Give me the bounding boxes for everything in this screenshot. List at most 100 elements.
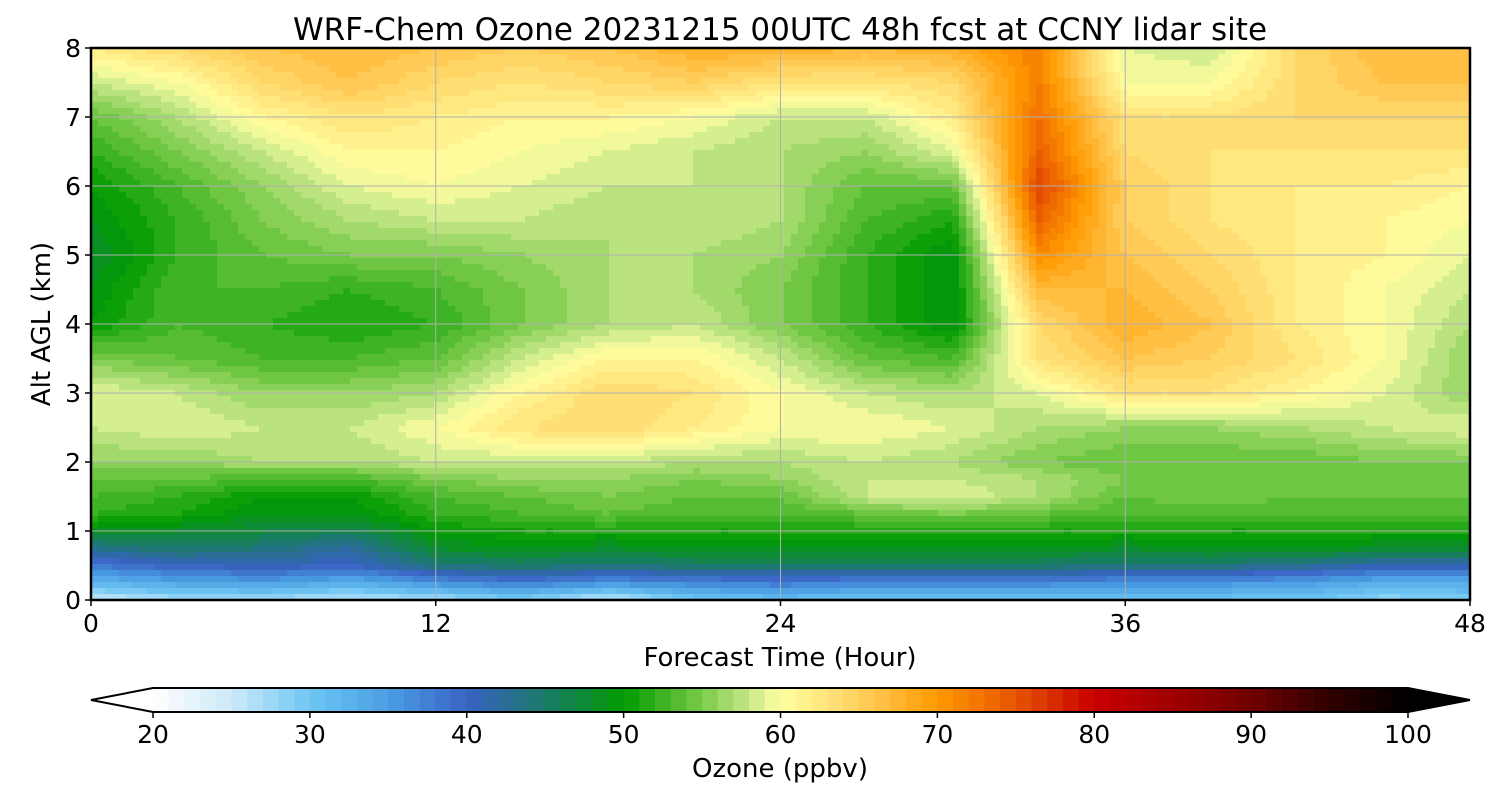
contour-cell [840,66,848,73]
contour-cell [714,180,722,187]
contour-cell [1267,96,1275,103]
contour-cell [518,48,526,55]
contour-cell [672,162,680,169]
contour-cell [1344,132,1352,139]
contour-cell [1463,156,1471,163]
contour-cell [1127,126,1135,133]
contour-cell [231,108,239,115]
contour-cell [336,126,344,133]
contour-cell [966,120,974,127]
contour-cell [567,132,575,139]
contour-cell [1393,186,1401,193]
contour-cell [826,48,834,55]
contour-cell [476,54,484,61]
contour-cell [924,78,932,85]
contour-cell [945,126,953,133]
contour-cell [420,96,428,103]
contour-cell [1428,48,1436,55]
contour-cell [1337,108,1345,115]
contour-cell [140,120,148,127]
contour-cell [1022,156,1030,163]
contour-cell [1218,180,1226,187]
contour-cell [364,60,372,67]
contour-cell [756,72,764,79]
contour-cell [1414,96,1422,103]
contour-cell [854,72,862,79]
contour-cell [301,186,309,193]
contour-cell [651,156,659,163]
contour-cell [973,150,981,157]
contour-cell [378,78,386,85]
contour-cell [525,144,533,151]
contour-cell [287,150,295,157]
contour-cell [91,174,99,181]
contour-cell [616,84,624,91]
contour-cell [126,120,134,127]
contour-cell [1239,96,1247,103]
contour-cell [903,48,911,55]
contour-cell [980,162,988,169]
contour-cell [1407,60,1415,67]
contour-cell [1036,90,1044,97]
contour-cell [1358,120,1366,127]
contour-cell [469,102,477,109]
contour-cell [1029,60,1037,67]
contour-cell [756,168,764,175]
contour-cell [882,156,890,163]
contour-cell [1029,156,1037,163]
contour-cell [595,66,603,73]
contour-cell [973,138,981,145]
contour-cell [644,66,652,73]
contour-cell [1127,84,1135,91]
contour-cell [952,144,960,151]
contour-cell [630,78,638,85]
contour-cell [623,186,631,193]
contour-cell [203,186,211,193]
contour-cell [280,198,288,205]
contour-cell [336,144,344,151]
contour-cell [889,132,897,139]
contour-cell [714,186,722,193]
contour-cell [273,126,281,133]
contour-cell [1393,168,1401,175]
contour-cell [1197,174,1205,181]
contour-cell [168,48,176,55]
contour-cell [98,180,106,187]
contour-cell [1176,66,1184,73]
contour-cell [1428,78,1436,85]
contour-cell [1316,126,1324,133]
contour-cell [1043,60,1051,67]
contour-cell [651,144,659,151]
contour-cell [630,108,638,115]
contour-cell [700,180,708,187]
contour-cell [882,78,890,85]
contour-cell [1246,186,1254,193]
contour-cell [1435,132,1443,139]
contour-cell [133,186,141,193]
contour-cell [371,84,379,91]
contour-cell [147,60,155,67]
contour-cell [756,54,764,61]
contour-cell [616,138,624,145]
contour-cell [875,186,883,193]
contour-cell [1414,66,1422,73]
contour-cell [861,174,869,181]
contour-cell [735,120,743,127]
contour-cell [1211,132,1219,139]
contour-cell [1183,60,1191,67]
contour-cell [882,66,890,73]
contour-cell [609,150,617,157]
contour-cell [1085,168,1093,175]
contour-cell [805,108,813,115]
contour-cell [1001,180,1009,187]
contour-cell [651,162,659,169]
contour-cell [315,126,323,133]
contour-cell [973,72,981,79]
contour-cell [665,96,673,103]
contour-cell [392,162,400,169]
contour-cell [574,126,582,133]
contour-cell [371,180,379,187]
contour-cell [875,120,883,127]
contour-cell [714,168,722,175]
contour-cell [1302,162,1310,169]
